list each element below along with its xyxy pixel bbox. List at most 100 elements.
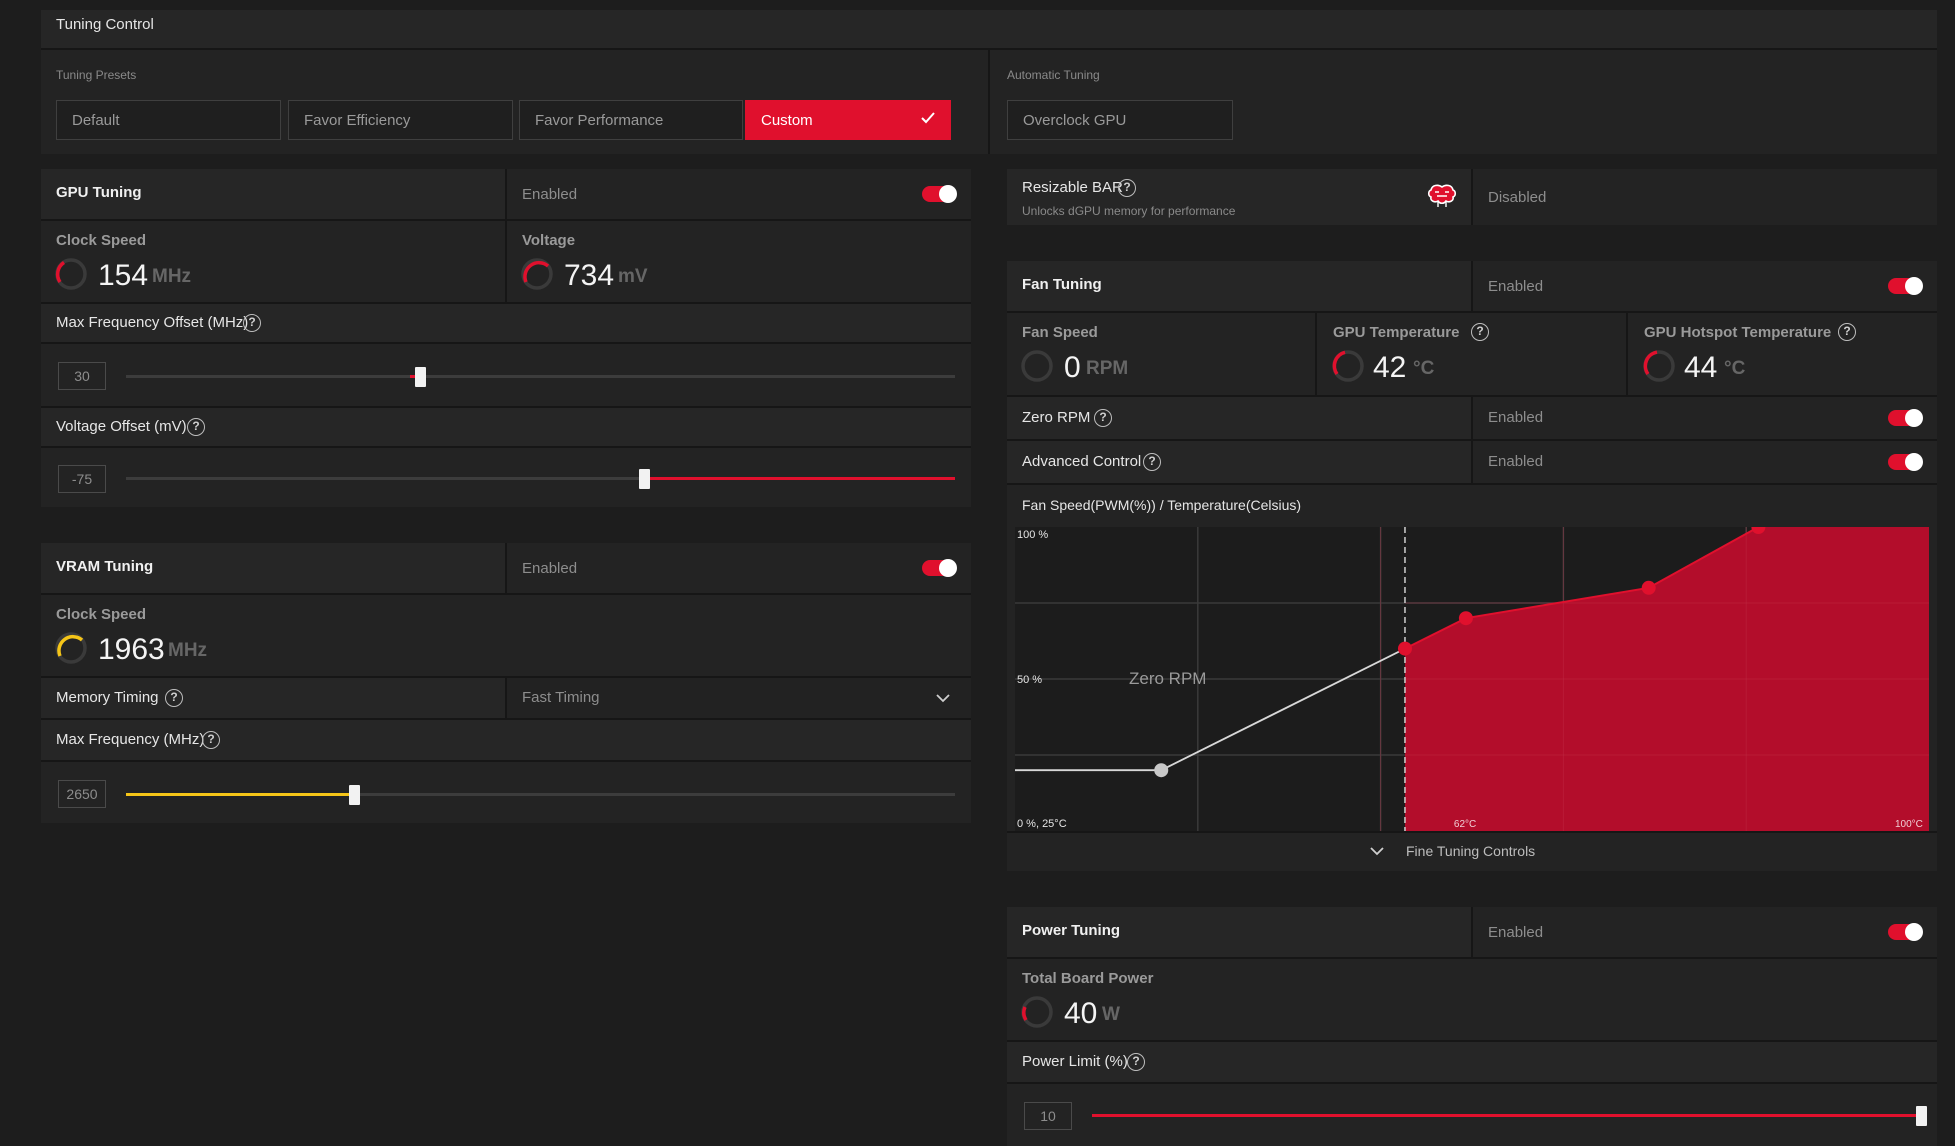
- x-tick-label: 100°C: [1895, 819, 1923, 830]
- gpu-tuning-status: Enabled: [522, 186, 578, 203]
- vram-max-frequency-thumb[interactable]: [348, 785, 360, 805]
- help-icon[interactable]: ?: [202, 731, 220, 749]
- divider: [1007, 1082, 1937, 1084]
- divider: [1626, 313, 1628, 395]
- voltage-offset-thumb[interactable]: [639, 469, 651, 489]
- check-icon: [920, 110, 936, 130]
- preset-custom-label: Custom: [761, 112, 813, 129]
- preset-default-button[interactable]: Default: [56, 100, 281, 140]
- help-icon[interactable]: ?: [1094, 409, 1112, 427]
- vram-max-frequency-track[interactable]: [126, 793, 955, 796]
- memory-timing-dropdown[interactable]: Fast Timing: [507, 678, 971, 718]
- origin-tick-label: 0 %, 25°C: [1017, 818, 1067, 830]
- fan-curve-line: [1404, 527, 1759, 650]
- power-limit-row: Power Limit (%) ?: [1007, 1042, 1937, 1082]
- divider: [988, 50, 990, 154]
- zero-rpm-row: Zero RPM ?: [1007, 397, 1471, 439]
- fan-curve-chart[interactable]: 100 % 50 % 0 %, 25°C 62°C 100°C Zero RPM: [1015, 527, 1929, 831]
- voltage-value: 734: [564, 259, 615, 292]
- zero-rpm-annotation: Zero RPM: [1129, 669, 1206, 688]
- fan-curve-title: Fan Speed(PWM(%)) / Temperature(Celsius): [1022, 497, 1302, 513]
- max-frequency-offset-input[interactable]: 30: [58, 362, 106, 390]
- gpu-tuning-title: GPU Tuning: [56, 184, 142, 201]
- max-frequency-offset-thumb[interactable]: [415, 367, 427, 387]
- max-frequency-offset-track[interactable]: [126, 375, 955, 378]
- zero-rpm-toggle[interactable]: [1888, 409, 1923, 427]
- divider: [41, 302, 971, 304]
- vram-clock-speed-unit: MHz: [168, 640, 208, 661]
- y-tick-label: 100 %: [1017, 529, 1048, 541]
- preset-custom-button[interactable]: Custom: [745, 100, 951, 140]
- divider: [1007, 483, 1937, 485]
- help-icon[interactable]: ?: [187, 418, 205, 436]
- advanced-control-label: Advanced Control: [1022, 453, 1142, 470]
- vram-max-frequency-label: Max Frequency (MHz): [56, 731, 205, 748]
- fan-curve-point[interactable]: [1641, 580, 1656, 595]
- fan-tuning-status: Enabled: [1488, 278, 1544, 295]
- power-limit-thumb[interactable]: [1916, 1106, 1927, 1126]
- divider: [41, 718, 971, 720]
- gpu-tuning-toggle[interactable]: [922, 185, 957, 203]
- divider: [1471, 907, 1473, 957]
- automatic-tuning-label: Automatic Tuning: [1007, 68, 1100, 82]
- vram-tuning-header: VRAM Tuning: [41, 543, 505, 593]
- chevron-down-icon: [1369, 844, 1385, 862]
- divider: [41, 406, 971, 408]
- divider: [1007, 831, 1937, 833]
- resizable-bar-panel: Resizable BAR ? Unlocks dGPU memory for …: [1007, 169, 1937, 225]
- overclock-gpu-button[interactable]: Overclock GPU: [1007, 100, 1233, 140]
- tuning-control-header: Tuning Control: [41, 10, 1937, 48]
- divider: [41, 219, 971, 221]
- zero-rpm-label: Zero RPM: [1022, 409, 1091, 426]
- gpu-tuning-panel: GPU Tuning Enabled Clock Speed 154 MHz V…: [41, 169, 971, 507]
- help-icon[interactable]: ?: [1838, 323, 1856, 341]
- voltage-offset-fill: [644, 477, 955, 480]
- gpu-temperature-label: GPU Temperature: [1333, 324, 1460, 341]
- fan-curve-point[interactable]: [1397, 641, 1412, 656]
- gpu-hotspot-temperature-label: GPU Hotspot Temperature: [1644, 324, 1832, 341]
- help-icon[interactable]: ?: [243, 314, 261, 332]
- resizable-bar-status: Disabled: [1488, 189, 1547, 206]
- brain-icon: [1427, 183, 1457, 214]
- gpu-hotspot-temperature-unit: °C: [1724, 358, 1746, 379]
- divider: [505, 169, 507, 303]
- resizable-bar-title: Resizable BAR: [1022, 179, 1123, 196]
- total-board-power-label: Total Board Power: [1022, 970, 1154, 987]
- fan-curve-point[interactable]: [1458, 611, 1473, 626]
- divider: [1315, 313, 1317, 395]
- vram-clock-speed-label: Clock Speed: [56, 606, 147, 623]
- power-tuning-toggle[interactable]: [1888, 923, 1923, 941]
- fan-tuning-header: Fan Tuning: [1007, 261, 1471, 311]
- fine-tuning-controls-toggle[interactable]: Fine Tuning Controls: [1007, 833, 1937, 871]
- gpu-hotspot-gauge-icon: [1643, 350, 1675, 382]
- voltage-label: Voltage: [522, 232, 576, 249]
- preset-favor-performance-button[interactable]: Favor Performance: [519, 100, 743, 140]
- help-icon[interactable]: ?: [1118, 179, 1136, 197]
- help-icon[interactable]: ?: [1127, 1053, 1145, 1071]
- vram-max-frequency-input[interactable]: 2650: [58, 780, 106, 808]
- fan-speed-label: Fan Speed: [1022, 324, 1098, 341]
- power-limit-input[interactable]: 10: [1024, 1102, 1072, 1130]
- voltage-offset-row: Voltage Offset (mV) ?: [41, 408, 971, 446]
- fan-curve-point[interactable]: [1154, 763, 1169, 778]
- power-tuning-status: Enabled: [1488, 924, 1544, 941]
- resizable-bar-subtitle: Unlocks dGPU memory for performance: [1022, 204, 1236, 218]
- help-icon[interactable]: ?: [165, 689, 183, 707]
- fan-tuning-toggle[interactable]: [1888, 277, 1923, 295]
- advanced-control-toggle[interactable]: [1888, 453, 1923, 471]
- divider: [1007, 1040, 1937, 1042]
- voltage-offset-track[interactable]: [126, 477, 955, 480]
- vram-max-frequency-row: Max Frequency (MHz) ?: [41, 720, 971, 760]
- vram-tuning-toggle[interactable]: [922, 559, 957, 577]
- preset-favor-efficiency-button[interactable]: Favor Efficiency: [288, 100, 513, 140]
- divider: [1007, 395, 1937, 397]
- divider: [41, 593, 971, 595]
- resizable-bar-header: Resizable BAR ? Unlocks dGPU memory for …: [1007, 169, 1471, 225]
- help-icon[interactable]: ?: [1471, 323, 1489, 341]
- gpu-tuning-header: GPU Tuning: [41, 169, 505, 219]
- tuning-presets-label: Tuning Presets: [56, 68, 137, 82]
- voltage-offset-input[interactable]: -75: [58, 465, 106, 493]
- fan-curve-point[interactable]: [1751, 527, 1766, 534]
- help-icon[interactable]: ?: [1143, 453, 1161, 471]
- fan-tuning-title: Fan Tuning: [1022, 276, 1102, 293]
